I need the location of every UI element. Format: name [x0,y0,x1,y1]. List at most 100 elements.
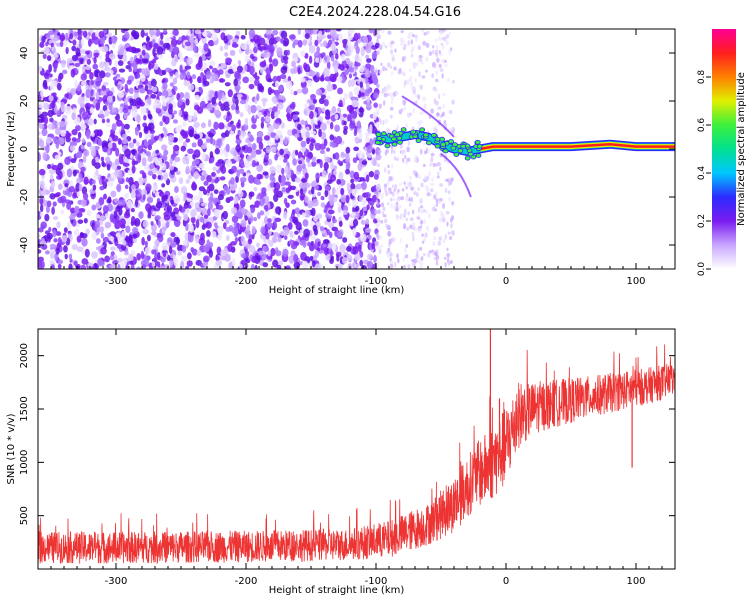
noise-speck [267,218,272,223]
noise-speck [187,174,193,180]
noise-speck [250,263,255,269]
noise-speck [351,78,355,88]
noise-speck [122,107,129,114]
noise-speck [144,246,152,255]
noise-speck [38,139,45,148]
noise-speck [155,266,159,269]
noise-speck [376,107,380,113]
noise-speck [239,112,244,118]
noise-speck [274,135,279,141]
noise-speck [432,44,435,49]
noise-speck [104,62,109,68]
noise-speck [212,197,220,202]
noise-speck [310,219,315,228]
noise-speck [380,244,384,248]
noise-speck [380,235,383,240]
noise-speck [118,106,124,114]
noise-speck [248,191,255,198]
noise-speck [315,72,320,78]
noise-speck [292,42,296,49]
noise-speck [308,45,316,54]
noise-speck [40,221,47,229]
noise-speck [129,98,134,107]
noise-speck [186,46,193,52]
noise-speck [51,164,59,171]
noise-speck [126,153,131,160]
noise-speck [195,219,200,229]
noise-speck [321,170,327,178]
noise-speck [131,148,136,156]
noise-speck [389,65,393,69]
noise-speck [366,96,371,104]
noise-speck [450,223,453,229]
noise-speck [290,101,296,110]
noise-speck [335,135,343,145]
noise-speck [106,179,114,187]
noise-speck [121,137,128,145]
noise-speck [386,149,389,154]
noise-speck [248,83,255,90]
noise-speck [286,105,291,114]
noise-speck [123,29,130,32]
noise-speck [265,232,270,240]
noise-speck [218,100,222,107]
noise-speck [106,163,111,171]
noise-speck [324,189,329,198]
noise-speck [80,166,86,172]
noise-speck [328,221,335,229]
noise-speck [342,38,348,45]
noise-speck [327,242,333,249]
noise-speck [386,180,390,186]
noise-speck [378,156,382,160]
noise-speck [387,84,392,90]
noise-speck [90,79,95,86]
noise-speck [200,175,205,181]
noise-speck [65,46,69,55]
noise-speck [375,183,381,192]
noise-speck [234,70,241,80]
signal-blob [460,143,467,149]
noise-speck [334,152,340,160]
noise-speck [360,219,366,225]
noise-speck [419,265,423,269]
noise-speck [174,186,179,193]
noise-speck [410,39,414,45]
noise-speck [417,187,420,192]
noise-speck [411,209,415,215]
noise-speck [375,199,378,204]
noise-speck [430,156,434,162]
noise-speck [389,197,393,202]
noise-speck [95,202,100,208]
noise-speck [254,75,260,81]
signal-blob [457,148,464,154]
noise-speck [66,168,73,178]
noise-speck [233,150,238,157]
noise-speck [240,34,246,40]
noise-speck [141,236,145,246]
noise-speck [400,30,404,34]
noise-speck [270,247,276,257]
noise-speck [301,212,306,218]
noise-speck [218,93,222,101]
noise-speck [360,48,365,57]
noise-speck [119,46,125,54]
noise-speck [161,144,168,151]
noise-speck [129,260,133,265]
noise-speck [260,226,266,235]
noise-speck [436,79,439,83]
noise-speck [446,252,451,258]
spectrogram-xtick-label: 100 [626,276,645,287]
noise-speck [268,45,275,54]
noise-speck [211,96,217,105]
noise-speck [283,37,290,47]
noise-speck [93,118,97,125]
noise-speck [134,189,139,195]
noise-speck [442,92,446,96]
noise-speck [380,62,383,66]
noise-speck [419,198,423,204]
noise-speck [146,96,152,105]
noise-speck [306,136,311,145]
noise-speck [435,127,438,134]
noise-speck [116,199,124,206]
noise-speck [213,121,219,131]
